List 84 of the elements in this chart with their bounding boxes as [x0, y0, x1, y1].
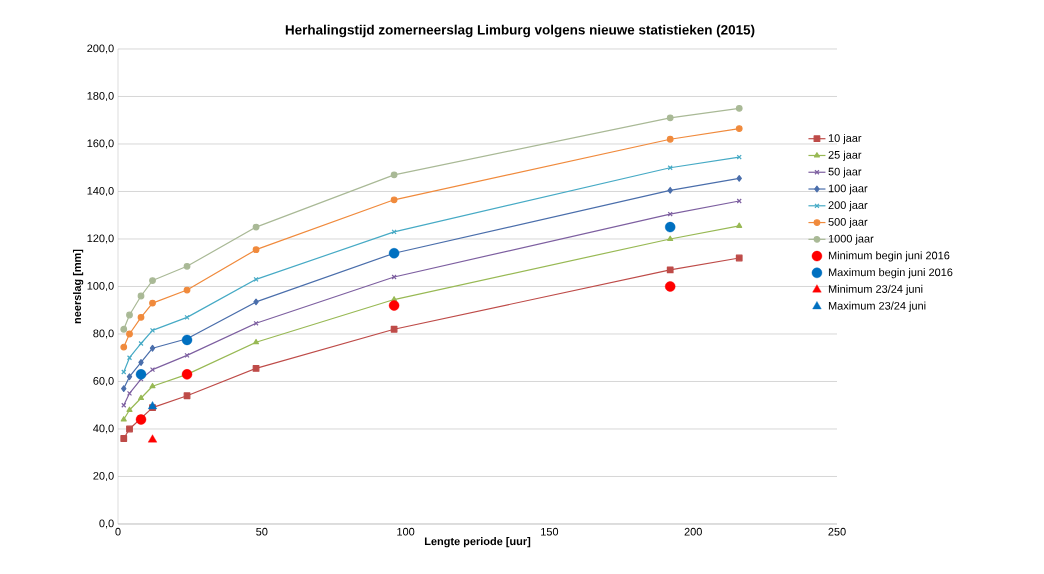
- x-tick-label: 50: [256, 527, 268, 536]
- y-tick-label: 60,0: [93, 376, 114, 387]
- y-tick-label: 160,0: [87, 139, 114, 149]
- legend-label: 50 jaar: [828, 167, 862, 178]
- chart-title: Herhalingstijd zomerneerslag Limburg volgens nieuwe statistieken (2015): [285, 24, 755, 38]
- point: [184, 314, 190, 320]
- point: [666, 114, 674, 122]
- point: [184, 352, 190, 358]
- point: [735, 104, 743, 112]
- point: [120, 343, 128, 351]
- point: [390, 196, 398, 204]
- point: [667, 211, 673, 217]
- point: [390, 171, 398, 179]
- x-tick-label: 250: [828, 527, 846, 536]
- point: [121, 385, 127, 393]
- point: [137, 313, 145, 321]
- point: [183, 286, 191, 294]
- point: [665, 281, 676, 292]
- y-tick-label: 0,0: [99, 519, 114, 529]
- point: [149, 367, 156, 373]
- y-tick-label: 200,0: [87, 44, 114, 54]
- point: [126, 425, 133, 433]
- point: [120, 416, 127, 422]
- point: [149, 299, 156, 307]
- y-axis-title: neerslag [mm]: [72, 249, 84, 324]
- legend-label: Maximum begin juni 2016: [828, 268, 953, 279]
- point: [735, 254, 743, 262]
- point: [126, 311, 133, 319]
- legend-label: Minimum 23/24 juni: [828, 284, 923, 296]
- point: [252, 223, 260, 231]
- y-tick-label: 140,0: [87, 186, 114, 197]
- point: [665, 221, 676, 233]
- legend-label: 25 jaar: [828, 150, 862, 161]
- point: [735, 125, 743, 132]
- point: [183, 262, 191, 270]
- point: [126, 355, 133, 361]
- y-tick-label: 180,0: [87, 91, 114, 102]
- point: [138, 340, 144, 347]
- legend-label: 100 jaar: [828, 184, 868, 195]
- point: [137, 292, 145, 300]
- point: [149, 277, 156, 284]
- point: [252, 365, 260, 372]
- point: [667, 235, 674, 241]
- point: [135, 369, 147, 380]
- legend-label: Maximum 23/24 juni: [828, 301, 926, 312]
- point: [120, 435, 128, 442]
- point: [252, 246, 260, 254]
- x-axis-title: Lengte periode [uur]: [424, 537, 531, 548]
- x-tick-label: 150: [541, 527, 559, 536]
- legend-label: 200 jaar: [828, 201, 868, 212]
- y-tick-label: 120,0: [87, 234, 114, 244]
- point: [149, 344, 156, 352]
- point: [126, 373, 133, 381]
- point: [120, 325, 128, 333]
- point: [667, 186, 673, 194]
- point: [126, 390, 133, 396]
- x-tick-label: 100: [397, 527, 415, 536]
- point: [137, 394, 145, 401]
- point: [126, 406, 133, 412]
- point: [138, 359, 144, 366]
- x-tick-label: 0: [115, 527, 121, 536]
- legend-label: 1000 jaar: [828, 234, 874, 245]
- point: [666, 135, 674, 143]
- point: [183, 392, 191, 400]
- y-tick-label: 40,0: [93, 424, 114, 434]
- point: [253, 276, 259, 282]
- point: [253, 338, 260, 345]
- point: [666, 266, 674, 274]
- point: [253, 320, 259, 326]
- y-tick-label: 100,0: [87, 281, 114, 292]
- point: [147, 434, 158, 443]
- point: [126, 330, 133, 338]
- point: [736, 175, 742, 182]
- point: [390, 325, 398, 333]
- point: [736, 222, 743, 228]
- point: [149, 382, 156, 389]
- point: [388, 300, 400, 311]
- point: [253, 298, 259, 306]
- y-tick-label: 20,0: [93, 471, 114, 482]
- y-tick-label: 80,0: [93, 329, 114, 339]
- legend-label: Minimum begin juni 2016: [828, 251, 950, 262]
- x-tick-label: 200: [684, 527, 702, 536]
- legend-label: 10 jaar: [828, 133, 862, 145]
- legend-label: 500 jaar: [828, 217, 868, 228]
